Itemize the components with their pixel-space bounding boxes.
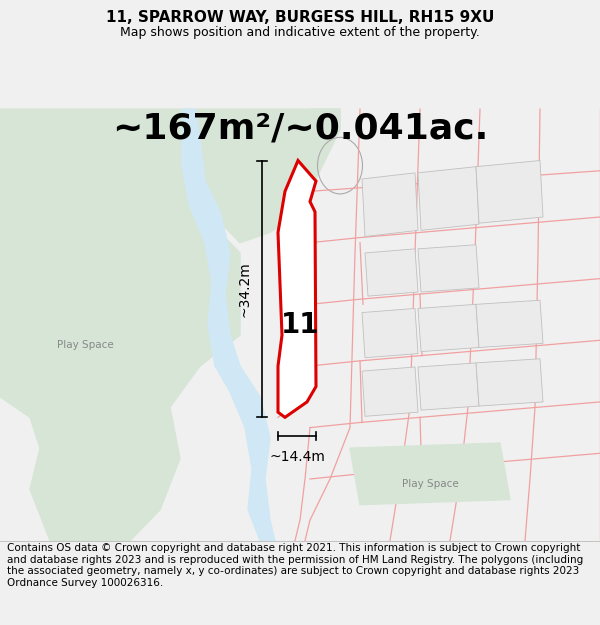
Text: Play Space: Play Space [56, 341, 113, 351]
Polygon shape [278, 161, 316, 418]
Text: Map shows position and indicative extent of the property.: Map shows position and indicative extent… [120, 26, 480, 39]
Polygon shape [283, 294, 316, 376]
Text: Contains OS data © Crown copyright and database right 2021. This information is : Contains OS data © Crown copyright and d… [7, 543, 583, 588]
Polygon shape [362, 309, 418, 358]
Polygon shape [476, 300, 543, 348]
Polygon shape [182, 109, 275, 541]
Polygon shape [418, 167, 479, 231]
Text: ~14.4m: ~14.4m [269, 450, 325, 464]
Polygon shape [350, 443, 510, 504]
Text: 11: 11 [281, 311, 319, 339]
Text: 11, SPARROW WAY, BURGESS HILL, RH15 9XU: 11, SPARROW WAY, BURGESS HILL, RH15 9XU [106, 11, 494, 26]
Polygon shape [476, 161, 543, 223]
Text: ~34.2m: ~34.2m [238, 261, 252, 317]
Polygon shape [0, 109, 240, 541]
Polygon shape [362, 173, 418, 236]
Polygon shape [190, 109, 340, 242]
Polygon shape [286, 217, 316, 284]
Polygon shape [365, 249, 418, 296]
Polygon shape [418, 363, 479, 410]
Polygon shape [280, 109, 340, 171]
Polygon shape [418, 245, 479, 292]
Polygon shape [418, 304, 479, 352]
Polygon shape [476, 359, 543, 406]
Text: ~167m²/~0.041ac.: ~167m²/~0.041ac. [112, 111, 488, 145]
Text: Play Space: Play Space [401, 479, 458, 489]
Polygon shape [362, 367, 418, 416]
